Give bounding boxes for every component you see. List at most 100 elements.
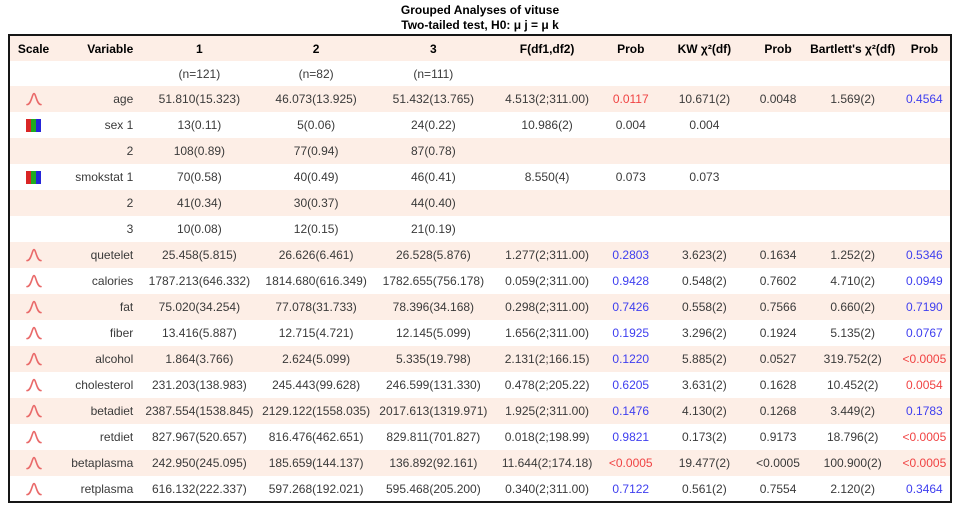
- kw-prob: 0.1634: [759, 248, 797, 262]
- page-title: Grouped Analyses of vituse Two-tailed te…: [0, 0, 960, 33]
- f-value: 4.513(2;311.00): [505, 92, 589, 106]
- group2-value: 77(0.94): [293, 144, 339, 158]
- kw-prob: 0.0048: [759, 92, 797, 106]
- bartlett-prob: 0.4564: [906, 92, 943, 106]
- report-title: Grouped Analyses of vituse: [400, 3, 560, 17]
- bartlett-prob: 0.3464: [906, 481, 943, 496]
- table-row: 2 41(0.34) 30(0.37) 44(0.40): [9, 190, 951, 216]
- table-row: retplasma 616.132(222.337) 597.268(192.0…: [9, 476, 951, 502]
- group1-value: 1.864(3.766): [165, 352, 234, 366]
- bartlett-value: 1.252(2): [830, 248, 876, 262]
- f-prob: 0.073: [615, 170, 646, 184]
- kw-prob: [749, 190, 806, 216]
- group2-value: 12.715(4.721): [278, 326, 354, 340]
- bartlett-value: 4.710(2): [830, 274, 876, 288]
- normal-curve-icon: [25, 404, 42, 418]
- group1-value: 70(0.58): [177, 170, 222, 184]
- variable-name: sex 1: [104, 118, 134, 132]
- kw-value: 0.558(2): [682, 300, 727, 314]
- variable-name: betaplasma: [71, 456, 134, 470]
- rgb-bars-icon: [26, 119, 42, 133]
- normal-curve-icon: [25, 430, 42, 444]
- table-row: sex 1 13(0.11) 5(0.06) 24(0.22) 10.986(2…: [9, 112, 951, 138]
- table-row: calories 1787.213(646.332) 1814.680(616.…: [9, 268, 951, 294]
- bartlett-prob: [899, 216, 951, 242]
- group1-n: (n=121): [178, 66, 221, 81]
- bartlett-prob: [899, 190, 951, 216]
- group2-value: 26.626(6.461): [278, 248, 354, 262]
- table-row: 3 10(0.08) 12(0.15) 21(0.19): [9, 216, 951, 242]
- group1-value: 2387.554(1538.845): [145, 404, 254, 418]
- bartlett-value: 10.452(2): [827, 378, 879, 392]
- bartlett-prob: [899, 164, 951, 190]
- kw-value: 0.173(2): [682, 430, 727, 444]
- group2-value: 77.078(31.733): [275, 300, 357, 314]
- group3-value: 26.528(5.876): [395, 248, 471, 262]
- kw-value: 5.885(2): [682, 352, 727, 366]
- f-value: 1.656(2;311.00): [505, 326, 589, 340]
- kw-prob: 0.7554: [759, 481, 797, 496]
- kw-value: [659, 190, 749, 216]
- bartlett-prob: 0.0054: [906, 378, 943, 392]
- normal-curve-icon: [25, 326, 42, 340]
- f-value: 2.131(2;166.15): [504, 352, 590, 366]
- f-prob: [602, 190, 659, 216]
- f-prob: 0.1925: [612, 326, 650, 340]
- bartlett-prob: 0.0949: [906, 274, 943, 288]
- f-prob: 0.1476: [612, 404, 650, 418]
- bartlett-prob: <0.0005: [902, 456, 947, 470]
- bartlett-prob: [899, 138, 951, 164]
- group1-value: 1787.213(646.332): [148, 274, 251, 288]
- group3-n: (n=111): [413, 66, 454, 81]
- group3-value: 12.145(5.099): [395, 326, 471, 340]
- group1-value: 13(0.11): [177, 118, 222, 132]
- column-header-f: F(df1,df2): [519, 41, 575, 56]
- variable-name: age: [113, 92, 134, 106]
- column-header-f-prob: Prob: [617, 41, 645, 56]
- group1-value: 41(0.34): [177, 196, 222, 210]
- bartlett-value: [807, 164, 899, 190]
- group2-value: 816.476(462.651): [268, 430, 364, 444]
- kw-value: 3.631(2): [682, 378, 727, 392]
- bartlett-prob: <0.0005: [902, 430, 947, 444]
- kw-prob: [749, 112, 806, 138]
- f-prob: 0.9821: [612, 430, 650, 444]
- table-row: smokstat 1 70(0.58) 40(0.49) 46(0.41) 8.…: [9, 164, 951, 190]
- subheader-row: (n=121) (n=82) (n=111): [9, 61, 951, 86]
- f-value: [492, 138, 602, 164]
- normal-curve-icon: [25, 92, 42, 106]
- bartlett-value: [807, 190, 899, 216]
- f-prob: 0.6205: [612, 378, 650, 392]
- normal-curve-icon: [25, 481, 42, 496]
- f-prob: <0.0005: [608, 456, 653, 470]
- kw-value: 3.296(2): [682, 326, 727, 340]
- group2-value: 40(0.49): [293, 170, 339, 184]
- group3-value: 21(0.19): [411, 222, 456, 236]
- f-value: 0.340(2;311.00): [505, 481, 589, 496]
- column-header-group2: 2: [312, 41, 320, 56]
- kw-value: 0.004: [689, 118, 720, 132]
- table-row: quetelet 25.458(5.815) 26.626(6.461) 26.…: [9, 242, 951, 268]
- group3-value: 87(0.78): [411, 144, 456, 158]
- f-prob: 0.004: [615, 118, 646, 132]
- f-value: 0.018(2;198.99): [504, 430, 590, 444]
- group1-value: 25.458(5.815): [162, 248, 237, 262]
- column-header-group1: 1: [196, 41, 203, 56]
- f-value: [492, 190, 602, 216]
- f-value: 11.644(2;174.18): [501, 456, 593, 470]
- kw-value: 0.561(2): [682, 481, 727, 496]
- group3-value: 24(0.22): [411, 118, 456, 132]
- kw-prob: 0.0527: [759, 352, 797, 366]
- normal-curve-icon: [25, 300, 42, 314]
- table-row: betaplasma 242.950(245.095) 185.659(144.…: [9, 450, 951, 476]
- bartlett-value: 100.900(2): [823, 456, 882, 470]
- table-row: alcohol 1.864(3.766) 2.624(5.099) 5.335(…: [9, 346, 951, 372]
- f-prob: 0.7426: [612, 300, 650, 314]
- f-prob: 0.7122: [612, 481, 650, 496]
- column-header-kw-prob: Prob: [764, 41, 792, 56]
- f-prob: 0.1220: [612, 352, 650, 366]
- group3-value: 5.335(19.798): [395, 352, 471, 366]
- group3-value: 1782.655(756.178): [382, 274, 485, 288]
- variable-name: fiber: [109, 326, 134, 340]
- normal-curve-icon: [25, 456, 42, 470]
